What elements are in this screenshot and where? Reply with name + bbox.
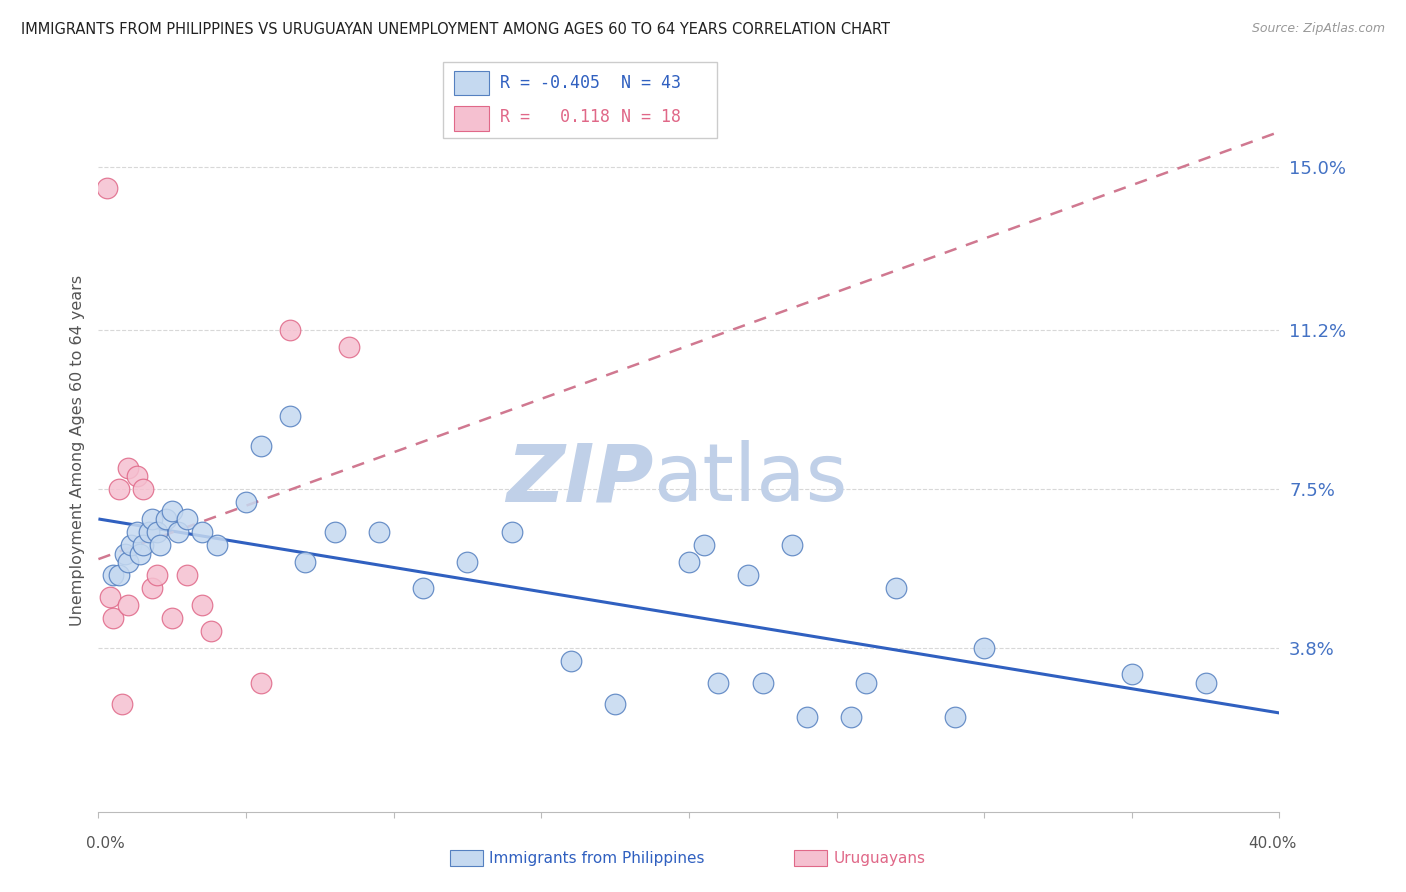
Point: [128, 547, 150, 561]
Text: Uruguayans: Uruguayans: [834, 851, 925, 865]
Point: [501, 525, 523, 540]
Text: N = 18: N = 18: [621, 109, 681, 127]
Point: [146, 568, 169, 582]
Text: atlas: atlas: [654, 441, 848, 518]
Point: [678, 555, 700, 569]
Point: [162, 611, 183, 625]
Point: [125, 525, 148, 540]
Point: [235, 495, 257, 509]
Text: Source: ZipAtlas.com: Source: ZipAtlas.com: [1251, 22, 1385, 36]
Point: [560, 654, 582, 668]
Text: Immigrants from Philippines: Immigrants from Philippines: [489, 851, 704, 865]
Point: [205, 538, 228, 552]
Point: [98, 590, 121, 604]
Text: 40.0%: 40.0%: [1249, 836, 1296, 851]
Point: [125, 469, 148, 483]
Point: [250, 675, 273, 690]
Point: [111, 697, 134, 711]
Point: [456, 555, 478, 569]
Point: [737, 568, 759, 582]
Point: [693, 538, 716, 552]
Point: [141, 512, 163, 526]
Point: [176, 512, 198, 526]
Point: [103, 611, 125, 625]
Point: [294, 555, 316, 569]
Point: [278, 323, 302, 337]
Point: [162, 503, 183, 517]
Point: [368, 525, 391, 540]
Point: [108, 568, 131, 582]
Text: ZIP: ZIP: [506, 441, 654, 518]
Point: [117, 555, 139, 569]
Bar: [454, 70, 489, 95]
Text: 0.0%: 0.0%: [86, 836, 125, 851]
Point: [138, 525, 160, 540]
Point: [339, 340, 360, 354]
Point: [1121, 667, 1143, 681]
Point: [412, 581, 434, 595]
Point: [323, 525, 346, 540]
Point: [278, 409, 302, 423]
Point: [146, 525, 169, 540]
Point: [707, 675, 730, 690]
Point: [796, 710, 818, 724]
Bar: [454, 106, 489, 130]
Point: [605, 697, 627, 711]
Point: [751, 675, 773, 690]
Point: [96, 181, 118, 195]
Point: [200, 624, 222, 639]
Point: [103, 568, 125, 582]
Text: R =   0.118: R = 0.118: [501, 109, 610, 127]
Point: [114, 547, 136, 561]
Point: [155, 512, 177, 526]
Point: [855, 675, 877, 690]
Text: R = -0.405: R = -0.405: [501, 73, 600, 92]
Point: [149, 538, 172, 552]
Text: IMMIGRANTS FROM PHILIPPINES VS URUGUAYAN UNEMPLOYMENT AMONG AGES 60 TO 64 YEARS : IMMIGRANTS FROM PHILIPPINES VS URUGUAYAN…: [21, 22, 890, 37]
Point: [1195, 675, 1218, 690]
Point: [176, 568, 198, 582]
Point: [884, 581, 907, 595]
Point: [117, 460, 139, 475]
Point: [973, 641, 995, 656]
Point: [120, 538, 142, 552]
Point: [191, 525, 214, 540]
Point: [132, 482, 155, 496]
Text: N = 43: N = 43: [621, 73, 681, 92]
Point: [250, 439, 273, 453]
Point: [167, 525, 190, 540]
Point: [191, 599, 214, 613]
Y-axis label: Unemployment Among Ages 60 to 64 years: Unemployment Among Ages 60 to 64 years: [69, 275, 84, 626]
Point: [132, 538, 155, 552]
Point: [108, 482, 131, 496]
Point: [943, 710, 966, 724]
Point: [782, 538, 804, 552]
Point: [141, 581, 163, 595]
Point: [841, 710, 863, 724]
Point: [117, 599, 139, 613]
